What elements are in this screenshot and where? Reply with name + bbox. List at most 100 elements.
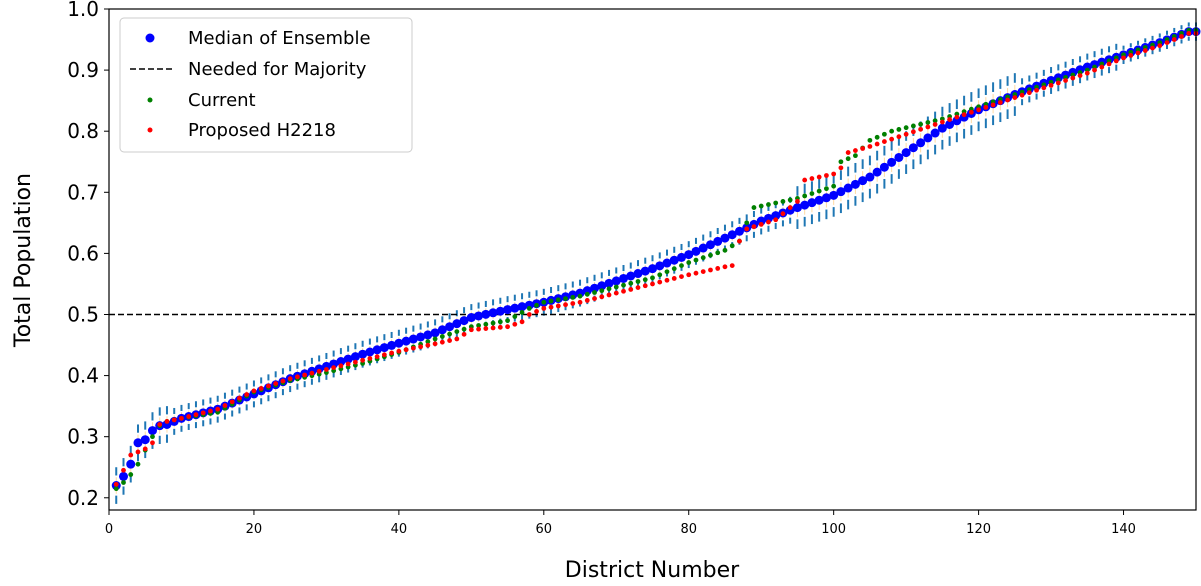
current-point (751, 205, 757, 210)
proposed-point (968, 109, 974, 115)
proposed-point (599, 294, 605, 300)
proposed-point (309, 370, 315, 376)
current-point (918, 121, 924, 127)
proposed-point (664, 277, 670, 283)
proposed-point (990, 102, 996, 108)
median-point (466, 313, 476, 323)
current-point (476, 323, 481, 328)
proposed-point (396, 348, 402, 354)
current-point (780, 199, 786, 204)
plot-frame (108, 8, 1197, 511)
proposed-point (1142, 48, 1148, 53)
proposed-point (635, 285, 641, 291)
proposed-point (889, 136, 895, 142)
median-point (705, 240, 715, 250)
current-point (722, 247, 728, 253)
median-point (365, 347, 375, 357)
proposed-point (1084, 70, 1090, 76)
median-point (611, 276, 621, 286)
proposed-point (142, 446, 148, 452)
proposed-point (867, 144, 873, 149)
median-point (633, 269, 643, 279)
median-point (771, 211, 781, 221)
median-point (698, 243, 708, 253)
median-point (582, 286, 592, 296)
current-point (447, 331, 452, 337)
median-point (401, 336, 411, 346)
proposed-point (577, 299, 583, 305)
current-point (592, 290, 597, 295)
proposed-point (497, 324, 503, 330)
current-point (773, 200, 779, 206)
proposed-point (744, 226, 750, 232)
current-point (686, 260, 692, 265)
proposed-point (896, 134, 902, 140)
proposed-point (331, 365, 337, 371)
x-tick-label: 0 (105, 522, 113, 537)
median-point (336, 357, 346, 367)
legend-label-current: Current (188, 90, 256, 111)
legend-marker-current (147, 97, 153, 103)
proposed-point (403, 347, 409, 353)
proposed-point (324, 367, 329, 372)
median-point (713, 236, 723, 246)
proposed-point (121, 467, 126, 473)
proposed-point (1121, 55, 1126, 61)
median-point (937, 123, 947, 133)
legend-marker-proposed (147, 127, 153, 133)
median-point (394, 338, 404, 348)
current-point (425, 339, 431, 345)
current-point (534, 302, 539, 308)
proposed-point (215, 406, 221, 412)
median-point (901, 148, 911, 158)
median-point (379, 343, 389, 353)
proposed-point (287, 376, 293, 382)
current-point (845, 156, 851, 162)
current-point (896, 127, 902, 132)
median-point (952, 116, 962, 126)
current-point (925, 120, 931, 125)
median-point (908, 143, 918, 153)
current-point (613, 284, 619, 290)
current-point (121, 480, 126, 485)
proposed-point (135, 449, 141, 455)
proposed-point (113, 481, 119, 487)
proposed-point (780, 211, 786, 217)
proposed-point (671, 276, 677, 281)
median-point (756, 216, 766, 226)
current-point (715, 250, 721, 256)
median-point (604, 278, 614, 288)
proposed-point (425, 342, 431, 348)
proposed-point (237, 395, 242, 401)
proposed-point (881, 139, 887, 144)
proposed-point (200, 410, 206, 416)
median-point (140, 435, 150, 445)
proposed-point (381, 352, 387, 358)
proposed-point (1063, 78, 1068, 83)
median-point (503, 305, 513, 315)
proposed-point (1171, 37, 1177, 42)
legend-label-median: Median of Ensemble (188, 28, 371, 49)
proposed-point (997, 100, 1003, 105)
y-tick-label: 1.0 (67, 0, 99, 21)
proposed-point (816, 174, 822, 180)
proposed-point (751, 224, 757, 230)
current-point (766, 202, 771, 207)
proposed-point (853, 148, 858, 153)
current-point (816, 188, 822, 194)
current-point (650, 275, 655, 281)
proposed-point (939, 119, 945, 125)
legend-label-proposed: Proposed H2218 (188, 120, 336, 141)
median-point (807, 198, 817, 208)
proposed-point (983, 104, 989, 110)
proposed-point (179, 415, 184, 421)
median-point (930, 128, 940, 138)
y-tick-label: 0.8 (67, 119, 99, 143)
y-tick-label: 0.5 (67, 302, 99, 326)
proposed-point (1135, 50, 1141, 56)
y-tick-label: 0.7 (67, 180, 99, 204)
median-point (916, 138, 926, 148)
proposed-point (157, 422, 163, 427)
proposed-point (686, 272, 692, 278)
median-point (858, 176, 868, 186)
